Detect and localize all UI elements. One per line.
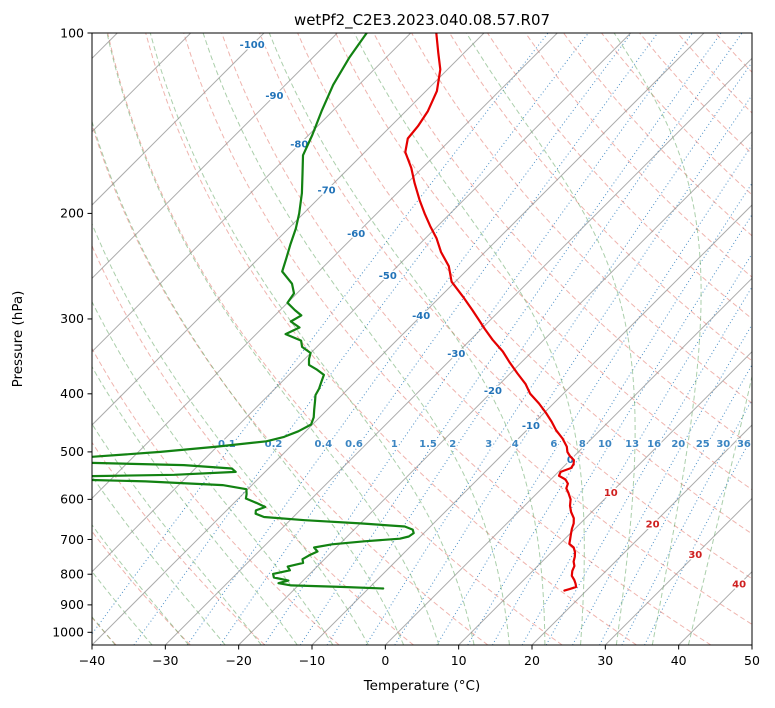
svg-text:-10: -10	[522, 421, 540, 432]
svg-text:100: 100	[60, 25, 84, 40]
svg-text:0: 0	[381, 653, 389, 668]
svg-text:−30: −30	[152, 653, 178, 668]
svg-text:1: 1	[391, 439, 398, 450]
svg-text:-90: -90	[265, 91, 283, 102]
x-ticks: −40 −30 −20 −10 0 10 20 30 40 50	[79, 645, 760, 668]
svg-text:13: 13	[625, 439, 639, 450]
moist-adiabats	[92, 33, 752, 645]
svg-text:600: 600	[60, 492, 84, 507]
svg-text:40: 40	[732, 580, 746, 591]
svg-text:1.5: 1.5	[419, 439, 437, 450]
svg-text:25: 25	[696, 439, 710, 450]
y-ticks: 100 200 300 400 500 600 700 800 900 1000	[52, 25, 92, 640]
svg-text:0: 0	[567, 455, 574, 466]
svg-text:4: 4	[512, 439, 519, 450]
svg-text:500: 500	[60, 444, 84, 459]
svg-text:300: 300	[60, 311, 84, 326]
svg-text:-20: -20	[484, 386, 502, 397]
chart-title: wetPf2_C2E3.2023.040.08.57.R07	[293, 11, 551, 29]
svg-text:36: 36	[737, 439, 751, 450]
svg-text:2: 2	[449, 439, 456, 450]
svg-text:900: 900	[60, 597, 84, 612]
svg-text:-70: -70	[318, 185, 336, 196]
svg-text:0.6: 0.6	[345, 439, 363, 450]
svg-text:8: 8	[579, 439, 586, 450]
svg-text:40: 40	[671, 653, 687, 668]
svg-text:20: 20	[671, 439, 685, 450]
svg-text:-100: -100	[240, 40, 265, 51]
svg-text:800: 800	[60, 567, 84, 582]
svg-text:-50: -50	[379, 271, 397, 282]
svg-text:3: 3	[485, 439, 492, 450]
dewpoint-line	[92, 33, 415, 590]
svg-text:30: 30	[716, 439, 730, 450]
svg-text:20: 20	[524, 653, 540, 668]
temperature-line	[404, 33, 578, 592]
svg-text:-60: -60	[347, 229, 365, 240]
svg-text:30: 30	[688, 550, 702, 561]
mixing-ratio-lines	[92, 33, 752, 645]
y-axis-label: Pressure (hPa)	[10, 290, 26, 388]
svg-text:200: 200	[60, 206, 84, 221]
svg-text:50: 50	[744, 653, 760, 668]
svg-text:10: 10	[604, 488, 618, 499]
svg-text:700: 700	[60, 532, 84, 547]
svg-text:16: 16	[647, 439, 661, 450]
svg-text:10: 10	[598, 439, 612, 450]
svg-text:0.1: 0.1	[218, 439, 236, 450]
line-labels: -100-90-80-70-60-50-40-30-20-10010203040…	[217, 38, 753, 592]
svg-text:10: 10	[451, 653, 467, 668]
svg-text:−10: −10	[299, 653, 325, 668]
svg-text:20: 20	[646, 519, 660, 530]
svg-text:30: 30	[597, 653, 613, 668]
svg-text:-30: -30	[447, 349, 465, 360]
svg-text:400: 400	[60, 386, 84, 401]
svg-text:0.4: 0.4	[314, 439, 332, 450]
x-axis-label: Temperature (°C)	[363, 678, 481, 694]
dry-adiabats	[92, 33, 752, 645]
svg-text:1000: 1000	[52, 625, 84, 640]
axes-frame	[91, 32, 753, 646]
svg-text:6: 6	[550, 439, 557, 450]
svg-text:−20: −20	[226, 653, 252, 668]
isotherms	[92, 33, 752, 645]
svg-text:-80: -80	[290, 139, 308, 150]
svg-text:−40: −40	[79, 653, 105, 668]
svg-text:-40: -40	[412, 311, 430, 322]
